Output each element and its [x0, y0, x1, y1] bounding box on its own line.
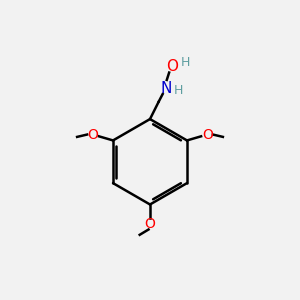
Text: H: H [174, 84, 183, 97]
Text: N: N [160, 81, 172, 96]
Text: O: O [202, 128, 213, 142]
Text: O: O [87, 128, 98, 142]
Text: O: O [166, 58, 178, 74]
Text: H: H [181, 56, 190, 69]
Text: O: O [145, 217, 155, 231]
